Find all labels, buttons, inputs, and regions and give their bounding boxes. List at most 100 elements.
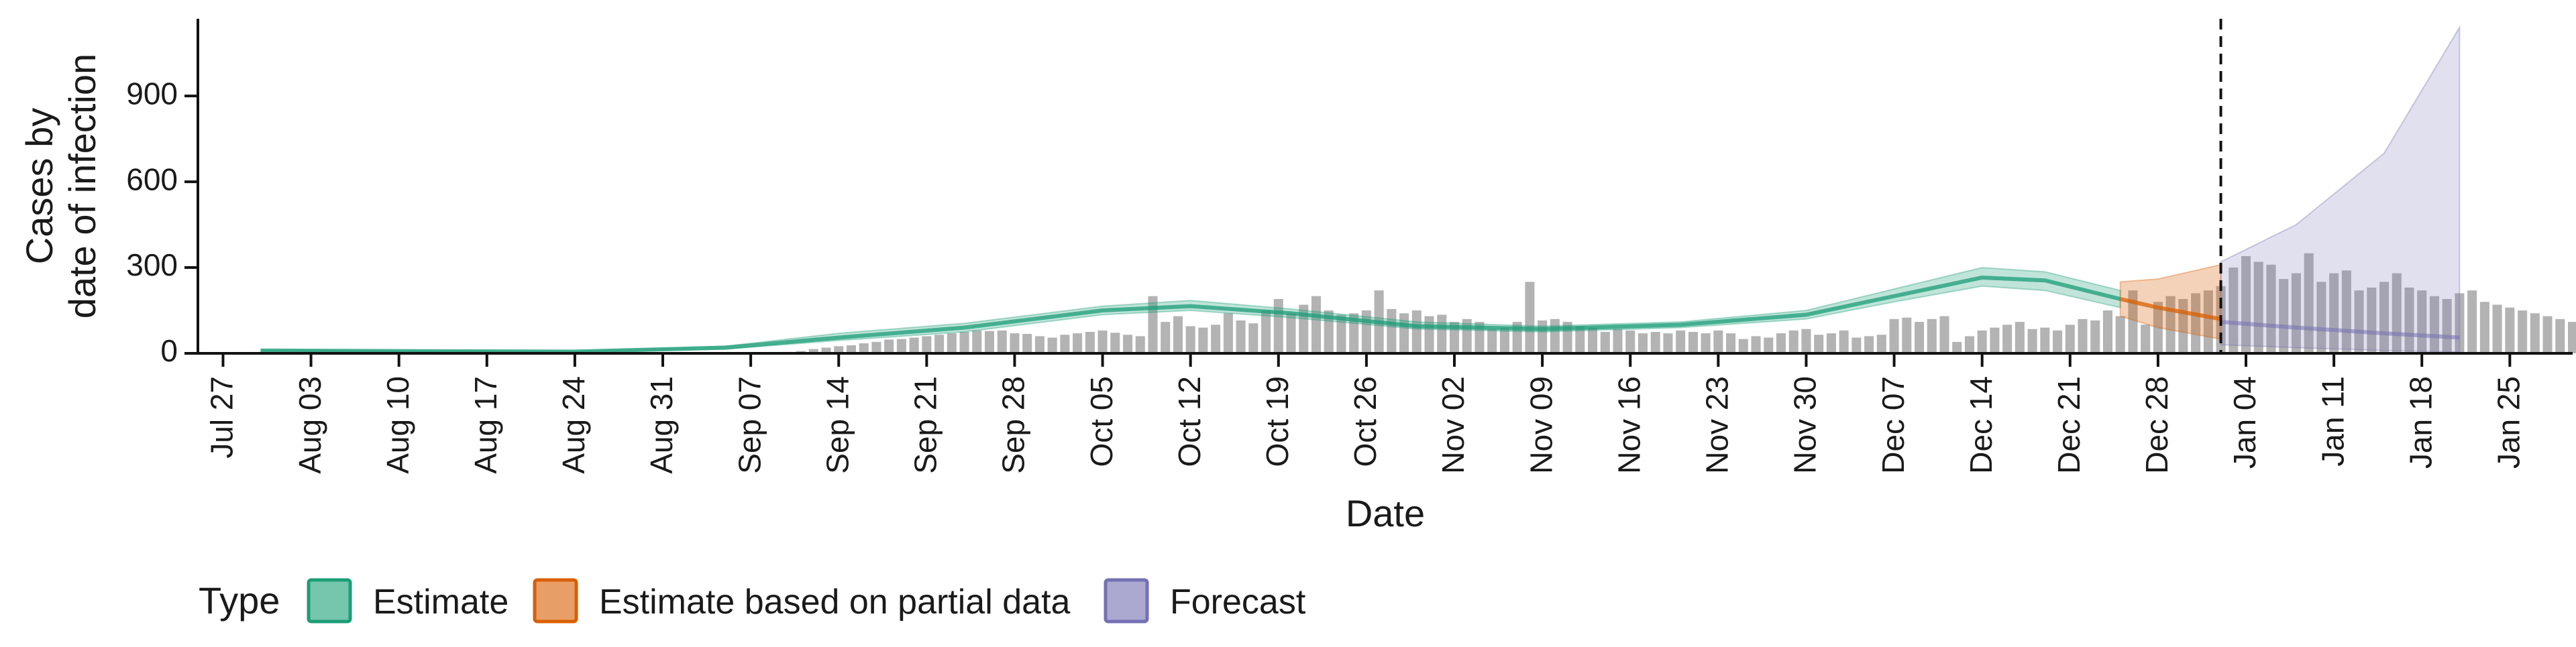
observed-bar [2065, 325, 2075, 353]
observed-bar [1336, 314, 1346, 353]
observed-bar [2141, 325, 2151, 353]
uncertainty-band [2220, 25, 2461, 353]
observed-bar [2115, 316, 2125, 353]
observed-bar [1437, 314, 1447, 353]
observed-bar [1525, 282, 1535, 353]
y-tick-label: 600 [126, 162, 178, 196]
x-tick-label: Jan 11 [2315, 376, 2350, 467]
observed-bar [934, 335, 945, 353]
x-axis-ticks: Jul 27 Aug 03 Aug 10 Aug 17 Aug 24 Aug 31 Sep … [205, 353, 2526, 474]
observed-bar [1161, 322, 1171, 353]
x-tick-label: Dec 07 [1876, 376, 1911, 474]
legend-swatch [533, 578, 578, 624]
x-tick-label: Sep 21 [908, 376, 943, 474]
observed-bar [2505, 307, 2515, 353]
observed-bar [1964, 336, 1974, 353]
legend-label: Estimate based on partial data [599, 583, 1071, 622]
observed-bar [1738, 339, 1748, 353]
legend-swatch [307, 578, 352, 624]
observed-bar [1299, 304, 1309, 353]
observed-bar [2078, 318, 2088, 353]
observed-bar [1676, 330, 1686, 353]
observed-bar [1499, 327, 1509, 353]
observed-bar [1889, 318, 1899, 353]
observed-bar [1814, 335, 1824, 353]
legend: Type Estimate Estimate based on partial d… [199, 578, 1306, 624]
x-tick-label: Dec 14 [1964, 376, 1998, 474]
observed-bar [1022, 334, 1032, 353]
observed-bar [1387, 308, 1397, 353]
observed-bar [1085, 332, 1095, 353]
observed-bar [2090, 320, 2100, 353]
observed-bar [1236, 320, 1246, 353]
observed-bar [1939, 316, 1949, 353]
observed-bar [1851, 337, 1862, 353]
median-line [2120, 297, 2222, 321]
observed-bar [2053, 330, 2063, 353]
x-tick-label: Aug 10 [380, 376, 415, 474]
observed-bar [2203, 290, 2213, 353]
x-tick-label: Sep 28 [996, 376, 1031, 474]
observed-bar [1286, 313, 1296, 353]
observed-bar [1977, 330, 1987, 353]
observed-bar [1650, 332, 1660, 353]
observed-bar [1097, 330, 1108, 353]
observed-bar [1726, 333, 1736, 353]
legend-label: Estimate [373, 583, 508, 622]
x-tick-label: Oct 05 [1084, 376, 1119, 467]
observed-bar [2329, 273, 2339, 353]
observed-bar [1047, 337, 1057, 353]
uncertainty-band [260, 267, 2121, 353]
observed-bar [1801, 329, 1811, 353]
observed-bar [2040, 327, 2050, 353]
observed-bar [1550, 318, 1560, 353]
observed-bar [2542, 316, 2553, 353]
observed-bar [871, 341, 881, 353]
observed-bar [1324, 310, 1334, 353]
observed-bar [2467, 290, 2477, 353]
observed-bar [1839, 330, 1849, 353]
observed-bar [959, 332, 969, 353]
observed-bar [2253, 261, 2263, 353]
observed-bar [1713, 330, 1723, 353]
observed-bar [2442, 298, 2452, 353]
observed-bar [1135, 336, 1145, 353]
observed-bar [2191, 293, 2201, 353]
forecast-series [2220, 25, 2461, 353]
observed-bar [2241, 255, 2251, 353]
observed-bar [1449, 322, 1460, 353]
observed-bar [2492, 304, 2502, 353]
y-axis-title-line1: Cases by [18, 108, 60, 264]
observed-bar [2015, 322, 2025, 353]
observed-bar [1311, 296, 1322, 353]
observed-bar [1474, 322, 1485, 353]
x-tick-label: Aug 03 [292, 376, 327, 474]
observed-bar [2153, 302, 2163, 353]
observed-bar [2379, 282, 2390, 353]
x-tick-label: Sep 14 [820, 376, 855, 474]
x-tick-label: Nov 02 [1436, 376, 1470, 474]
observed-bar [896, 339, 906, 353]
observed-bar [1034, 336, 1044, 353]
observed-bar [2128, 290, 2138, 353]
x-tick-label: Nov 23 [1699, 376, 1734, 474]
observed-bar [1198, 327, 1208, 353]
observed-bar [859, 343, 869, 353]
observed-bar [1826, 333, 1836, 353]
x-tick-label: Nov 30 [1788, 376, 1823, 474]
observed-bar [2002, 325, 2012, 353]
observed-bar [2316, 282, 2326, 353]
x-tick-label: Jul 27 [205, 376, 239, 459]
axes [197, 19, 2573, 355]
observed-bar [1788, 330, 1799, 353]
observed-bar [2229, 268, 2239, 353]
x-tick-label: Nov 09 [1523, 376, 1558, 474]
y-axis-ticks: 0 300 600 900 [126, 76, 198, 368]
y-tick-label: 900 [126, 76, 178, 111]
observed-bar [1261, 310, 1271, 353]
observed-bar [972, 330, 982, 353]
observed-bar [808, 349, 818, 353]
x-tick-label: Jan 04 [2227, 376, 2262, 469]
